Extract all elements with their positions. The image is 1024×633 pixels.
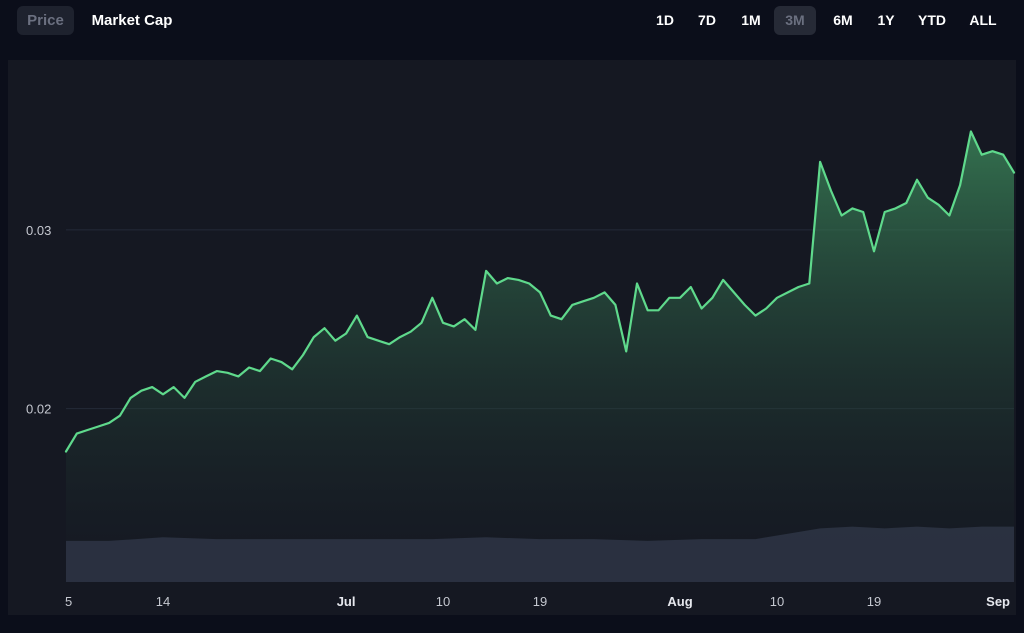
range-button-3m[interactable]: 3M: [774, 6, 816, 35]
y-tick-label: 0.02: [26, 402, 51, 417]
price-area: [66, 131, 1014, 582]
x-tick-label: Sep: [986, 594, 1010, 609]
tab-price[interactable]: Price: [17, 6, 74, 35]
price-line: [64, 130, 1016, 453]
x-tick-label: 10: [770, 594, 784, 609]
range-button-1m[interactable]: 1M: [741, 12, 761, 28]
chart-toolbar: Price Market Cap 1D 7D 1M 3M 6M 1Y YTD A…: [0, 0, 1024, 40]
x-tick-label: Jul: [337, 594, 356, 609]
x-tick-label: 5: [65, 594, 72, 609]
x-tick-label: 19: [533, 594, 547, 609]
range-button-6m[interactable]: 6M: [833, 12, 853, 28]
range-button-1y[interactable]: 1Y: [877, 12, 895, 28]
x-axis: 5 14 Jul 10 19 Aug 10 19 Sep: [65, 594, 1010, 609]
x-tick-label: 10: [436, 594, 450, 609]
y-tick-label: 0.03: [26, 223, 51, 238]
y-axis: 0.02 0.03: [26, 223, 51, 417]
x-tick-label: Aug: [667, 594, 692, 609]
range-button-all[interactable]: ALL: [969, 12, 997, 28]
x-tick-label: 19: [867, 594, 881, 609]
tab-market-cap[interactable]: Market Cap: [91, 12, 173, 29]
x-tick-label: 14: [156, 594, 170, 609]
range-button-ytd[interactable]: YTD: [918, 12, 946, 28]
range-button-1d[interactable]: 1D: [656, 12, 674, 28]
range-button-7d[interactable]: 7D: [698, 12, 716, 28]
price-series: [64, 130, 1016, 582]
